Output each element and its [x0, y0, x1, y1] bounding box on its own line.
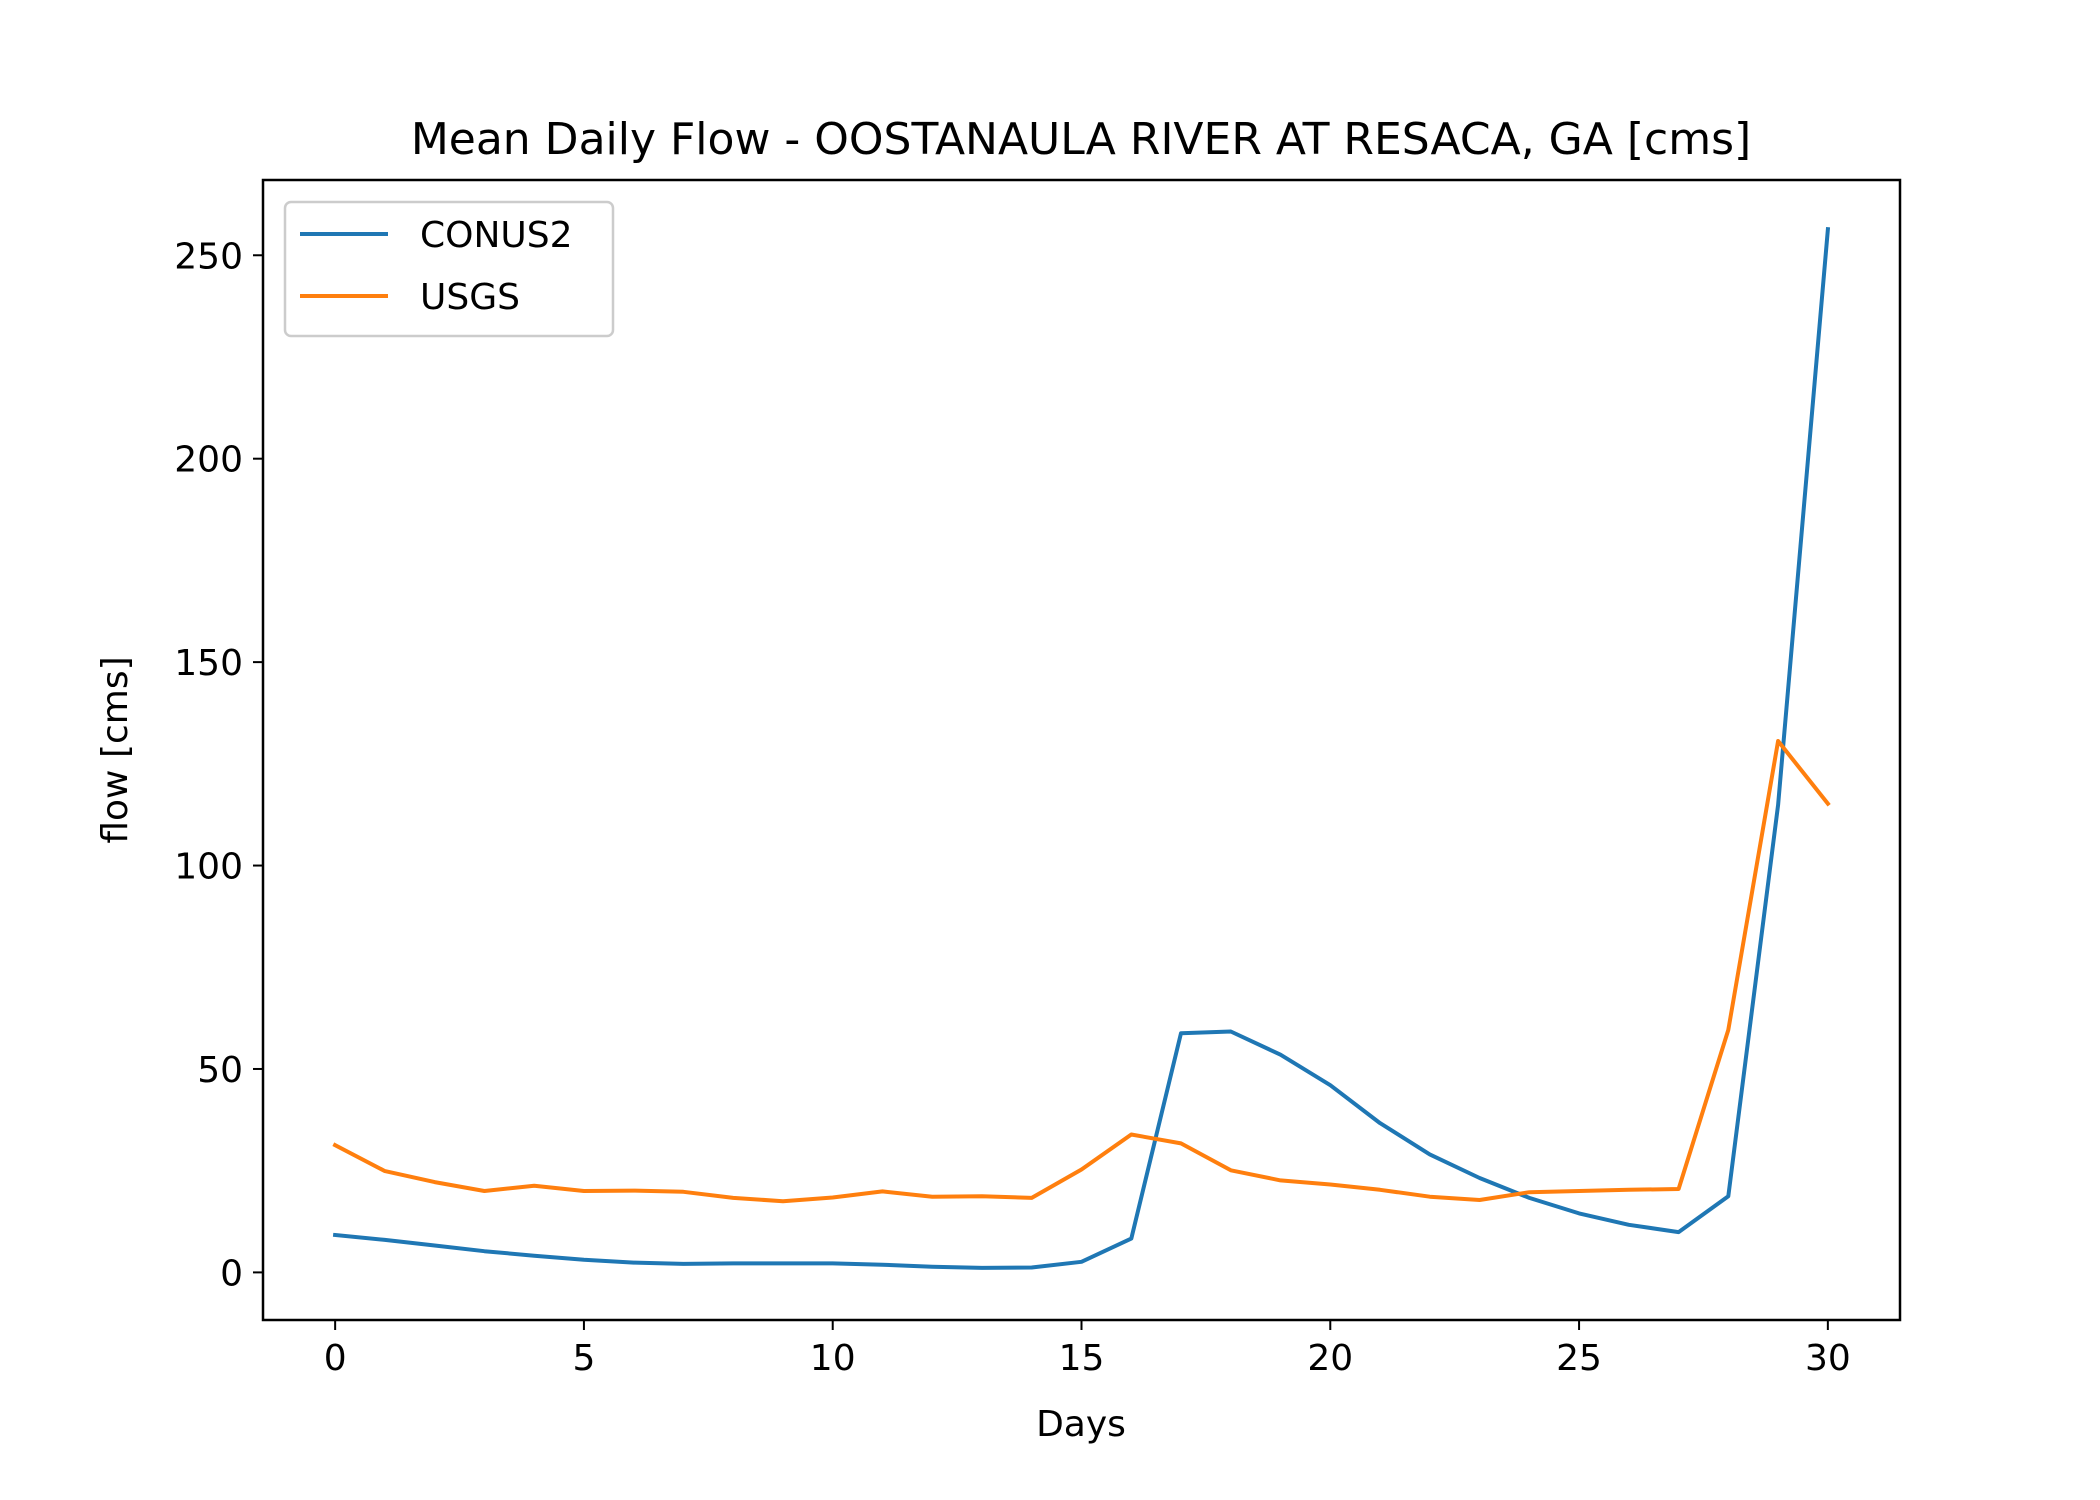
- y-tick-label-150: 150: [174, 643, 243, 684]
- x-tick-label-0: 0: [324, 1338, 347, 1379]
- x-tick-label-5: 5: [572, 1338, 595, 1379]
- x-tick-label-10: 10: [810, 1338, 856, 1379]
- y-tick-label-100: 100: [174, 847, 243, 888]
- y-axis-label: flow [cms]: [95, 656, 136, 843]
- legend-label-usgs: USGS: [420, 277, 520, 318]
- plot-area: [263, 180, 1900, 1320]
- series-lines: [332, 227, 1831, 1270]
- series-line-conus2: [332, 227, 1831, 1270]
- series-line-usgs: [332, 739, 1831, 1204]
- legend: CONUS2 USGS: [283, 200, 615, 338]
- y-tick-label-0: 0: [220, 1253, 243, 1294]
- axis-ticks: 0 5 10 15 20 25 30 0 50 100 150 200 250: [174, 236, 1850, 1379]
- x-tick-label-30: 30: [1805, 1338, 1851, 1379]
- x-tick-label-25: 25: [1556, 1338, 1602, 1379]
- plot-frame: [261, 178, 1902, 1322]
- x-tick-label-20: 20: [1307, 1338, 1353, 1379]
- legend-label-conus2: CONUS2: [420, 215, 573, 256]
- y-tick-label-200: 200: [174, 440, 243, 481]
- y-tick-label-250: 250: [174, 236, 243, 277]
- x-axis-label: Days: [1036, 1404, 1126, 1445]
- x-tick-label-15: 15: [1059, 1338, 1105, 1379]
- chart-title: Mean Daily Flow - OOSTANAULA RIVER AT RE…: [411, 114, 1751, 165]
- y-tick-label-50: 50: [197, 1050, 243, 1091]
